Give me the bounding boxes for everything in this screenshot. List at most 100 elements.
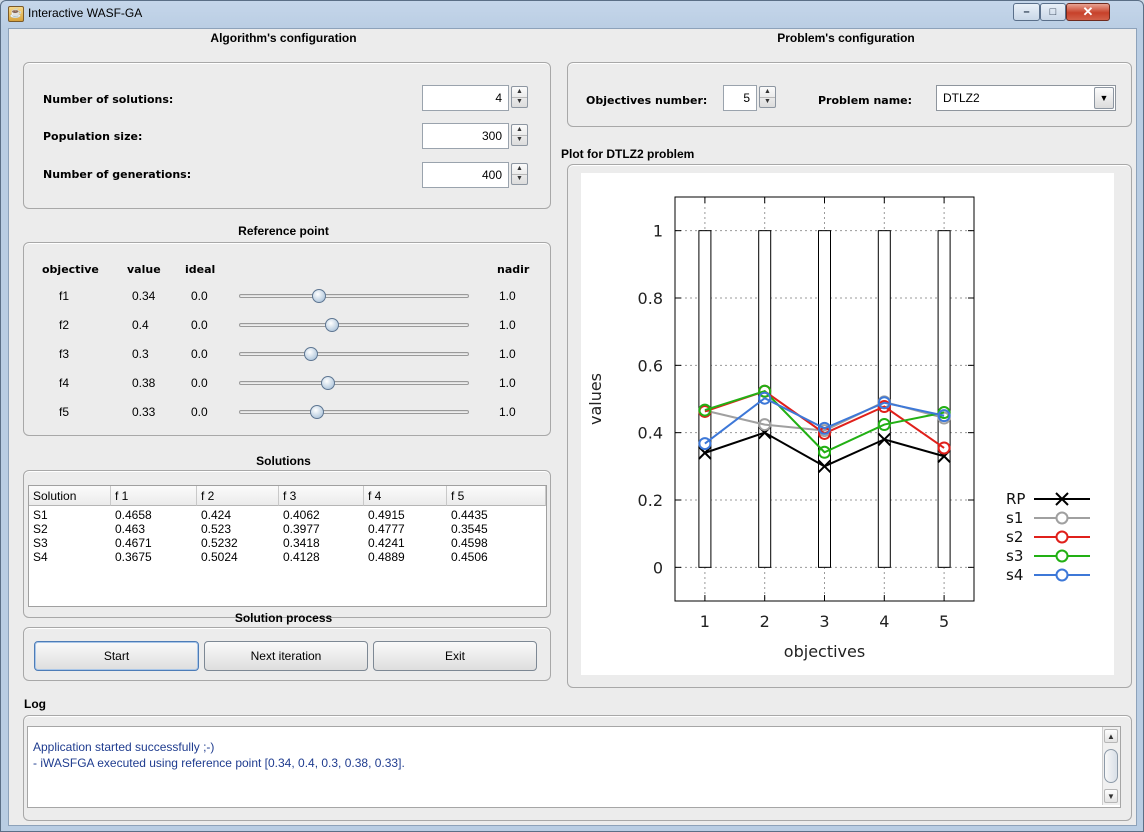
scroll-up-icon[interactable]: ▲: [1104, 729, 1118, 743]
slider-track[interactable]: [239, 352, 469, 356]
objective-header: objective: [42, 263, 99, 276]
problem-name-select[interactable]: DTLZ2 ▼: [936, 85, 1116, 111]
x-tick-label: 5: [939, 612, 949, 631]
minimize-button[interactable]: –: [1013, 3, 1040, 21]
table-cell: 0.3977: [283, 522, 320, 536]
column-header[interactable]: f 5: [447, 486, 546, 506]
series-line-s3: [704, 390, 945, 454]
reference-slider-f5[interactable]: [239, 403, 471, 421]
data-point-s2: [937, 441, 951, 455]
start-button[interactable]: Start: [34, 641, 199, 671]
table-row[interactable]: S1 0.4658 0.424 0.4062 0.4915 0.4435: [29, 508, 546, 522]
legend-label-RP: RP: [1006, 490, 1025, 508]
reference-slider-f2[interactable]: [239, 316, 471, 334]
reference-slider-f1[interactable]: [239, 287, 471, 305]
spin-down-icon[interactable]: ▼: [764, 98, 771, 105]
table-row[interactable]: S3 0.4671 0.5232 0.3418 0.4241 0.4598: [29, 536, 546, 550]
objective-range-bar: [877, 230, 891, 568]
exit-button[interactable]: Exit: [373, 641, 537, 671]
legend-marker-s1: [1055, 511, 1069, 525]
next-iteration-button[interactable]: Next iteration: [204, 641, 368, 671]
data-point-RP: [877, 432, 892, 447]
maximize-button[interactable]: □: [1040, 3, 1066, 21]
column-header[interactable]: Solution: [29, 486, 111, 506]
scroll-down-icon[interactable]: ▼: [1104, 789, 1118, 803]
objective-range-bar: [937, 230, 951, 568]
title-bar[interactable]: ☕ Interactive WASF-GA – □ ✕: [1, 1, 1143, 27]
slider-track[interactable]: [239, 410, 469, 414]
log-area[interactable]: Application started successfully ;-) - i…: [27, 726, 1121, 808]
log-scrollbar[interactable]: ▲ ▼: [1102, 727, 1120, 805]
reference-value: 0.4: [132, 318, 149, 332]
spin-up-icon[interactable]: ▲: [512, 125, 527, 136]
reference-value: 0.3: [132, 347, 149, 361]
spin-up-icon[interactable]: ▲: [760, 87, 775, 98]
scroll-thumb[interactable]: [1104, 749, 1118, 783]
table-row[interactable]: S4 0.3675 0.5024 0.4128 0.4889 0.4506: [29, 550, 546, 564]
table-cell: 0.4128: [283, 550, 320, 564]
objectives-number-field[interactable]: 5: [723, 85, 757, 111]
ideal-value: 0.0: [191, 347, 208, 361]
num-solutions-label: Number of solutions:: [43, 93, 174, 106]
slider-track[interactable]: [239, 323, 469, 327]
slider-thumb[interactable]: [304, 347, 318, 361]
data-point-s4: [818, 421, 831, 435]
log-line: - iWASFGA executed using reference point…: [33, 756, 405, 770]
spin-down-icon[interactable]: ▼: [516, 98, 523, 105]
population-size-stepper[interactable]: ▲ ▼: [511, 124, 528, 146]
nadir-value: 1.0: [499, 405, 516, 419]
column-header[interactable]: f 2: [197, 486, 279, 506]
num-solutions-stepper[interactable]: ▲ ▼: [511, 86, 528, 108]
table-cell: 0.463: [115, 522, 146, 536]
slider-thumb[interactable]: [312, 289, 326, 303]
column-header[interactable]: f 4: [364, 486, 447, 506]
y-axis-label: values: [586, 373, 605, 425]
table-cell: 0.3418: [283, 536, 320, 550]
objectives-number-stepper[interactable]: ▲ ▼: [759, 86, 776, 108]
log-title: Log: [24, 697, 46, 711]
spin-down-icon[interactable]: ▼: [516, 175, 523, 182]
population-size-label: Population size:: [43, 130, 143, 143]
reference-slider-f4[interactable]: [239, 374, 471, 392]
objectives-number-spinner[interactable]: 5 ▲ ▼: [723, 85, 778, 111]
column-header[interactable]: f 1: [111, 486, 197, 506]
slider-thumb[interactable]: [310, 405, 324, 419]
spin-up-icon[interactable]: ▲: [512, 164, 527, 175]
column-header[interactable]: f 3: [279, 486, 364, 506]
table-cell: 0.424: [201, 508, 232, 522]
slider-track[interactable]: [239, 381, 469, 385]
table-cell: 0.3675: [115, 550, 152, 564]
population-size-spinner[interactable]: 300 ▲ ▼: [422, 123, 530, 149]
table-cell: 0.5232: [201, 536, 238, 550]
table-cell: 0.5024: [201, 550, 238, 564]
num-solutions-spinner[interactable]: 4 ▲ ▼: [422, 85, 530, 111]
population-size-field[interactable]: 300: [422, 123, 509, 149]
slider-thumb[interactable]: [325, 318, 339, 332]
reference-slider-f3[interactable]: [239, 345, 471, 363]
nadir-header: nadir: [497, 263, 530, 276]
spin-down-icon[interactable]: ▼: [516, 136, 523, 143]
y-tick-label: 1: [653, 222, 663, 241]
slider-track[interactable]: [239, 294, 469, 298]
table-cell: 0.4671: [115, 536, 152, 550]
x-tick-label: 4: [879, 612, 889, 631]
y-tick-label: 0.6: [638, 356, 663, 375]
window-title: Interactive WASF-GA: [28, 6, 143, 20]
table-row[interactable]: S2 0.463 0.523 0.3977 0.4777 0.3545: [29, 522, 546, 536]
ideal-value: 0.0: [191, 318, 208, 332]
slider-thumb[interactable]: [321, 376, 335, 390]
legend-label-s4: s4: [1006, 566, 1023, 584]
table-cell: 0.4062: [283, 508, 320, 522]
num-solutions-field[interactable]: 4: [422, 85, 509, 111]
legend-marker-s4: [1055, 568, 1069, 582]
num-generations-field[interactable]: 400: [422, 162, 509, 188]
spin-up-icon[interactable]: ▲: [512, 87, 527, 98]
close-button[interactable]: ✕: [1066, 3, 1110, 21]
num-generations-spinner[interactable]: 400 ▲ ▼: [422, 162, 530, 188]
num-generations-stepper[interactable]: ▲ ▼: [511, 163, 528, 185]
ideal-value: 0.0: [191, 289, 208, 303]
chevron-down-icon[interactable]: ▼: [1094, 87, 1114, 109]
reference-value: 0.34: [132, 289, 156, 303]
y-tick-label: 0.2: [638, 491, 663, 510]
